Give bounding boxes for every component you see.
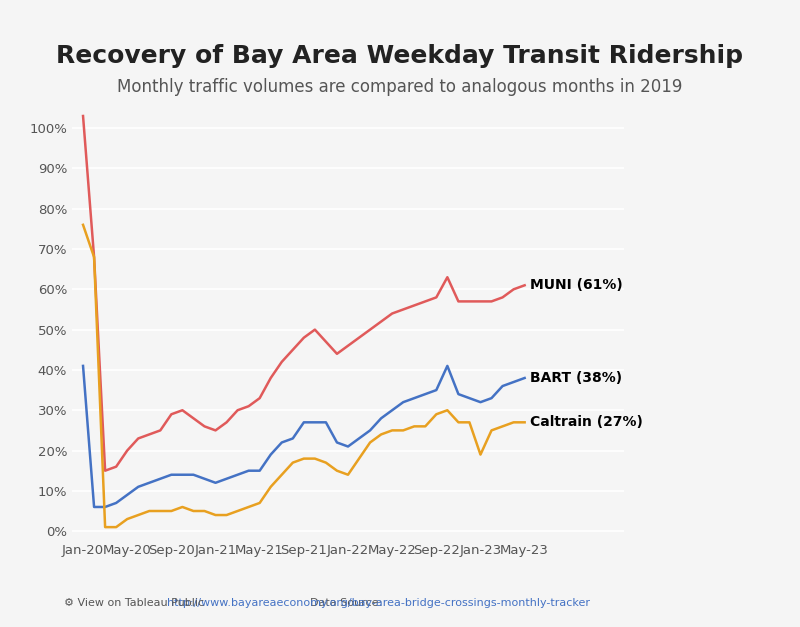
Text: MUNI (61%): MUNI (61%) [530,278,623,292]
Text: BART (38%): BART (38%) [530,371,622,385]
Text: Caltrain (27%): Caltrain (27%) [530,415,643,429]
Text: Data Source:: Data Source: [310,598,386,608]
Text: Monthly traffic volumes are compared to analogous months in 2019: Monthly traffic volumes are compared to … [118,78,682,97]
Text: ⚙ View on Tableau Public: ⚙ View on Tableau Public [64,598,204,608]
Text: http://www.bayareaeconomy.org/bay-area-bridge-crossings-monthly-tracker: http://www.bayareaeconomy.org/bay-area-b… [167,598,590,608]
Text: Recovery of Bay Area Weekday Transit Ridership: Recovery of Bay Area Weekday Transit Rid… [57,44,743,68]
